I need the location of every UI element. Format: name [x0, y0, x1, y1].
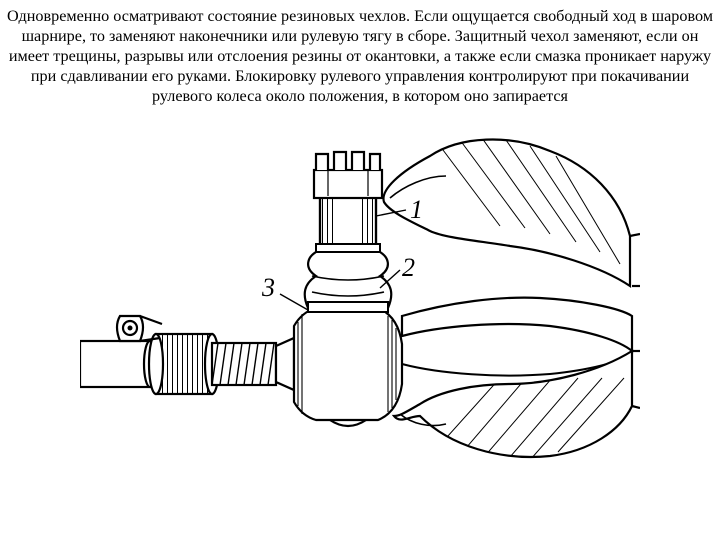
threaded-stud [212, 343, 276, 385]
figure-container: 1 2 3 [6, 116, 714, 540]
rubber-boot [305, 250, 392, 312]
body-paragraph: Одновременно осматривают состояние резин… [6, 6, 714, 106]
callout-2-label: 2 [402, 253, 415, 282]
callout-1-label: 1 [410, 195, 423, 224]
tie-rod-tube [80, 341, 156, 387]
page: Одновременно осматривают состояние резин… [0, 0, 720, 540]
hand [383, 138, 640, 464]
tie-rod-end-diagram: 1 2 3 [80, 116, 640, 496]
castle-nut [314, 152, 382, 198]
ball-joint-housing [276, 308, 402, 426]
callout-3-label: 3 [261, 273, 275, 302]
ball-pin [316, 196, 380, 252]
